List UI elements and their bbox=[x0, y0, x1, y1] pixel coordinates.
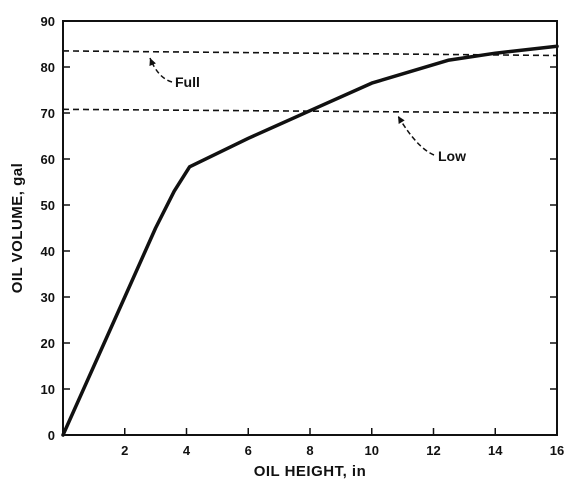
y-tick-label: 60 bbox=[41, 152, 55, 167]
y-tick-label: 10 bbox=[41, 382, 55, 397]
annotation-arrowhead bbox=[398, 116, 405, 124]
annotation-leader bbox=[397, 115, 435, 156]
x-axis-title: OIL HEIGHT, in bbox=[254, 463, 367, 480]
y-tick-label: 30 bbox=[41, 290, 55, 305]
x-tick-label: 14 bbox=[488, 443, 503, 458]
annotation-label-full: Full bbox=[175, 74, 200, 90]
reference-lines bbox=[62, 50, 558, 114]
y-tick-label: 0 bbox=[48, 428, 55, 443]
annotation-leader bbox=[149, 57, 173, 83]
x-tick-label: 8 bbox=[306, 443, 313, 458]
x-tick-label: 16 bbox=[550, 443, 564, 458]
x-tick-label: 6 bbox=[245, 443, 252, 458]
x-tick-label: 10 bbox=[365, 443, 379, 458]
plot-frame bbox=[62, 20, 558, 436]
annotation-arrowhead bbox=[149, 58, 156, 66]
x-tick-label: 12 bbox=[426, 443, 440, 458]
series-group bbox=[61, 44, 559, 437]
y-tick-label: 70 bbox=[41, 106, 55, 121]
x-tick-label: 2 bbox=[121, 443, 128, 458]
y-tick-label: 90 bbox=[41, 14, 55, 29]
y-tick-label: 40 bbox=[41, 244, 55, 259]
x-axis: 2 4 6 8 10 12 14 16 bbox=[121, 428, 564, 458]
annotation-label-low: Low bbox=[438, 148, 466, 164]
y-tick-label: 20 bbox=[41, 336, 55, 351]
reference-line-low bbox=[62, 108, 558, 114]
y-axis-title: OIL VOLUME, gal bbox=[9, 163, 26, 294]
x-tick-label: 4 bbox=[183, 443, 191, 458]
series-line bbox=[61, 44, 559, 437]
annotations: Full Low bbox=[149, 57, 466, 164]
y-tick-label: 80 bbox=[41, 60, 55, 75]
y-tick-label: 50 bbox=[41, 198, 55, 213]
y-axis: 0 10 20 30 40 50 60 70 80 90 bbox=[41, 14, 557, 443]
